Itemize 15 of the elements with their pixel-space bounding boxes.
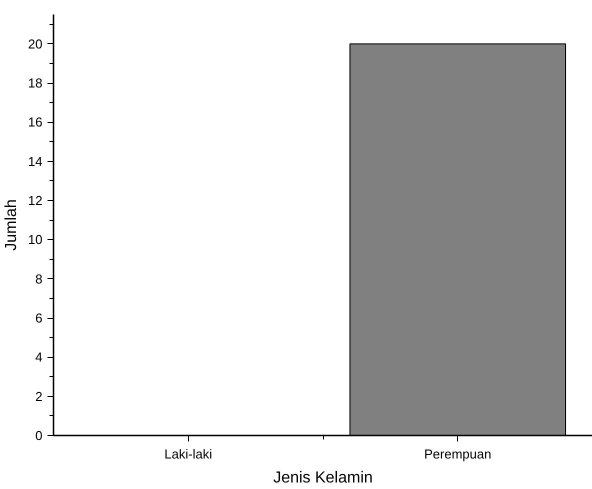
y-tick-label: 12 — [28, 193, 43, 208]
y-tick-label: 18 — [28, 76, 43, 91]
y-tick-label: 6 — [35, 310, 43, 326]
y-tick-label: 20 — [28, 36, 43, 52]
y-axis-title: Jumlah — [3, 199, 20, 251]
y-tick-label: 10 — [28, 232, 43, 248]
y-tick-label: 0 — [35, 428, 43, 443]
y-tick-label: 14 — [28, 154, 43, 169]
y-tick-label: 16 — [28, 114, 43, 130]
x-tick-label: Perempuan — [424, 446, 492, 462]
y-tick-label: 8 — [35, 271, 43, 286]
x-axis-title: Jenis Kelamin — [273, 470, 373, 486]
y-tick-label: 2 — [35, 388, 43, 404]
y-tick-label: 4 — [35, 350, 43, 365]
x-tick-label: Laki-laki — [164, 446, 212, 462]
